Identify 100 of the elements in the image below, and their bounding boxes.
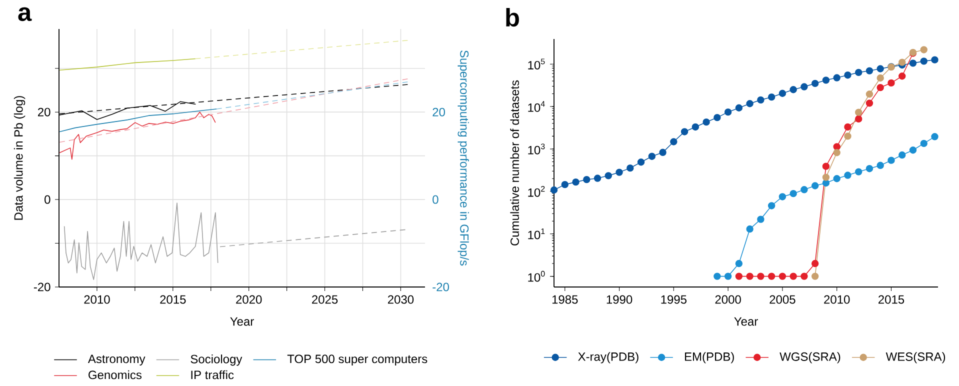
point [790,190,797,198]
point [876,84,884,92]
point [800,83,808,90]
x-tick-label: 2030 [388,295,414,304]
line-series [59,112,216,160]
point [833,74,840,82]
legend-label: Astronomy [88,354,146,366]
x-tick-label: 2020 [236,295,262,304]
point [854,68,862,76]
x-tick-label: 2010 [824,295,850,304]
point [702,118,710,126]
legend-label: WGS(SRA) [780,352,840,364]
point [876,74,884,82]
y-tick-label: 10$^{3}$ [528,143,545,154]
point [714,272,721,280]
point [909,60,917,67]
x-tick-label: 1990 [606,295,632,304]
point [822,174,830,181]
point [746,272,754,280]
point [854,108,862,116]
point [790,86,797,94]
point [898,151,906,159]
point [800,272,808,280]
x-tick-label: 2015 [878,295,904,304]
y-tick-label: 0 [44,195,50,204]
y-tick-label: 10$^{4}$ [528,101,545,112]
point [920,46,928,54]
point [594,174,602,182]
y-tick-label: -20 [34,282,50,292]
y2-tick-label: 20 [432,108,445,116]
legend-label: X-ray(PDB) [578,352,638,364]
y2-tick-label: -20 [432,282,449,292]
point [888,79,895,86]
point [844,132,852,140]
point [637,158,645,166]
point [833,174,840,182]
y2-tick-label: 0 [432,195,438,204]
line-series [59,58,196,70]
legend-label: TOP 500 super computers [287,354,428,366]
point [724,272,732,280]
point [778,193,786,200]
point [931,56,938,64]
point [572,178,580,186]
legend-label: EM(PDB) [684,352,734,364]
point [844,123,852,130]
point [724,108,732,116]
point [757,96,764,104]
point [822,162,830,170]
point [876,65,884,72]
point [920,58,928,65]
legend-label: WES(SRA) [886,352,946,364]
point [888,156,895,164]
y-tick-label: 10$^{5}$ [528,58,545,70]
point [866,90,874,98]
x-axis-title: Year [230,317,254,326]
point [811,182,819,190]
point [583,176,590,184]
point [604,172,612,180]
point [909,146,917,154]
point [822,76,830,84]
point [866,99,874,107]
point [746,225,754,233]
point [876,162,884,169]
point [833,143,840,150]
y2-axis-title: Supercomputing performance in GFlop/s [458,50,469,266]
legend-label: Genomics [88,370,142,380]
point [854,168,862,176]
point [811,260,819,268]
point [714,114,721,122]
point [626,164,634,172]
x-tick-label: 1995 [661,295,687,304]
point [648,152,656,160]
x-tick-label: 1985 [552,295,578,304]
point [735,272,743,280]
point [768,93,776,101]
point [768,272,776,280]
point [680,128,688,136]
point [735,104,743,112]
point [768,202,776,210]
point [844,71,852,79]
y-tick-label: 10$^{2}$ [528,186,545,197]
point [746,100,754,108]
x-tick-label: 2015 [160,295,186,304]
point [550,186,558,194]
x-axis-title: Year [734,317,758,326]
point [790,272,797,280]
line-series [64,202,218,280]
legend-label: IP traffic [191,370,234,380]
legend-label: Sociology [190,354,242,366]
y-axis-title: Data volume in Pb (log) [14,96,26,220]
point [800,186,808,194]
chart-title: a [18,7,32,22]
x-tick-label: 2005 [770,295,796,304]
point [616,168,623,176]
chart-title: b [506,8,519,27]
point [561,180,568,188]
x-tick-label: 2025 [312,295,338,304]
point [757,272,764,280]
point [920,140,928,147]
point [811,272,819,280]
